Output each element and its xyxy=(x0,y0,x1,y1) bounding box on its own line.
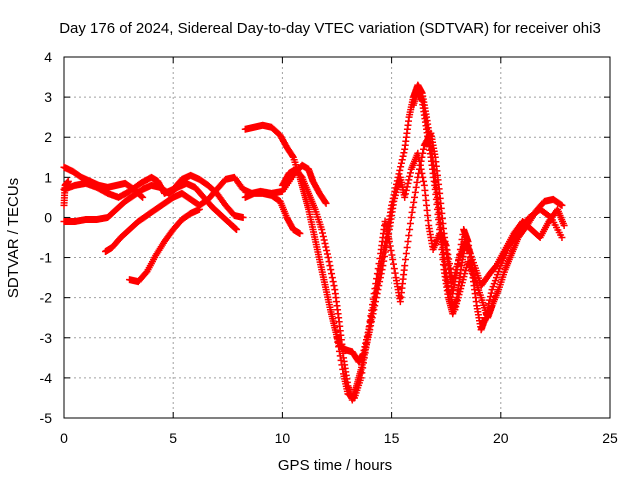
data-point-markers xyxy=(60,179,241,233)
data-point-markers xyxy=(60,177,72,209)
y-tick-label: 0 xyxy=(44,209,52,225)
y-tick-label: -5 xyxy=(40,410,53,426)
data-point-markers xyxy=(409,85,479,318)
data-point-markers xyxy=(241,189,304,237)
series-track-3 xyxy=(60,179,241,233)
y-axis-title: SDTVAR / TECUs xyxy=(5,178,22,298)
x-tick-label: 5 xyxy=(169,430,177,446)
axis-ticks: 0 5 10 15 20 25 -5 -4 -3 -2 -1 0 1 2 3 4 xyxy=(40,49,618,446)
series-track-6 xyxy=(126,205,203,286)
y-tick-label: -4 xyxy=(40,370,53,386)
y-tick-label: 2 xyxy=(44,129,52,145)
x-tick-label: 20 xyxy=(493,430,509,446)
y-tick-label: -3 xyxy=(40,330,53,346)
grid-lines xyxy=(64,57,610,418)
series-track-7 xyxy=(241,189,304,237)
series-track-11 xyxy=(409,85,479,318)
plot-frame xyxy=(63,56,611,419)
y-tick-label: -2 xyxy=(40,290,53,306)
x-tick-label: 0 xyxy=(60,430,68,446)
x-axis-title: GPS time / hours xyxy=(278,457,392,474)
y-tick-label: -1 xyxy=(40,250,53,266)
chart-title: Day 176 of 2024, Sidereal Day-to-day VTE… xyxy=(59,20,601,37)
x-tick-label: 10 xyxy=(275,430,291,446)
series-track-10 xyxy=(333,129,566,402)
data-point-markers xyxy=(333,129,566,402)
x-tick-label: 25 xyxy=(602,430,618,446)
data-series xyxy=(60,81,568,404)
y-tick-label: 4 xyxy=(44,49,52,65)
series-track-4 xyxy=(60,177,72,209)
x-tick-label: 15 xyxy=(384,430,400,446)
y-tick-label: 3 xyxy=(44,89,52,105)
y-tick-label: 1 xyxy=(44,169,52,185)
data-point-markers xyxy=(126,205,203,286)
